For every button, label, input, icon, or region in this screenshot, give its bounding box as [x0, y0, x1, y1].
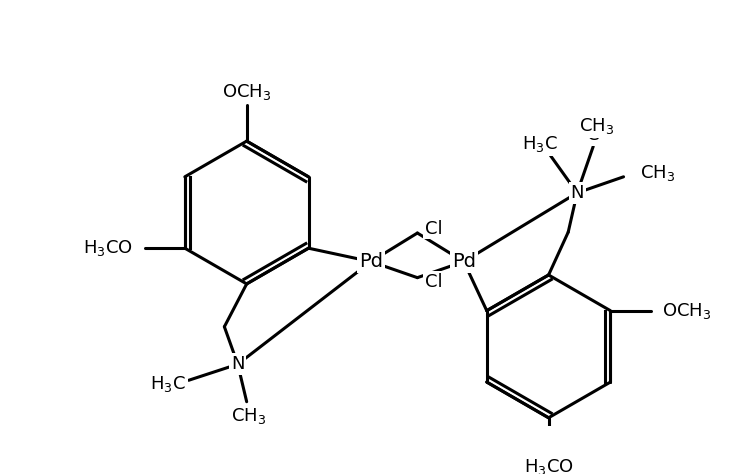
Text: CH$_3$: CH$_3$	[579, 116, 615, 136]
Text: OCH$_3$: OCH$_3$	[222, 82, 272, 102]
Text: H$_3$CO: H$_3$CO	[83, 238, 133, 258]
Text: Cl: Cl	[425, 219, 442, 237]
Text: N: N	[570, 184, 584, 202]
Text: H$_3$CO: H$_3$CO	[523, 457, 574, 474]
Text: CH$_3$: CH$_3$	[639, 163, 675, 183]
Text: OCH$_3$: OCH$_3$	[662, 301, 712, 321]
Text: N: N	[231, 355, 245, 373]
Text: CH$_3$: CH$_3$	[231, 406, 266, 426]
Text: Cl: Cl	[425, 273, 442, 291]
Text: H$_3$C: H$_3$C	[150, 374, 186, 394]
Text: C: C	[587, 126, 599, 144]
Text: Pd: Pd	[452, 252, 476, 271]
Text: H$_3$C: H$_3$C	[522, 134, 558, 154]
Text: Pd: Pd	[359, 252, 383, 271]
